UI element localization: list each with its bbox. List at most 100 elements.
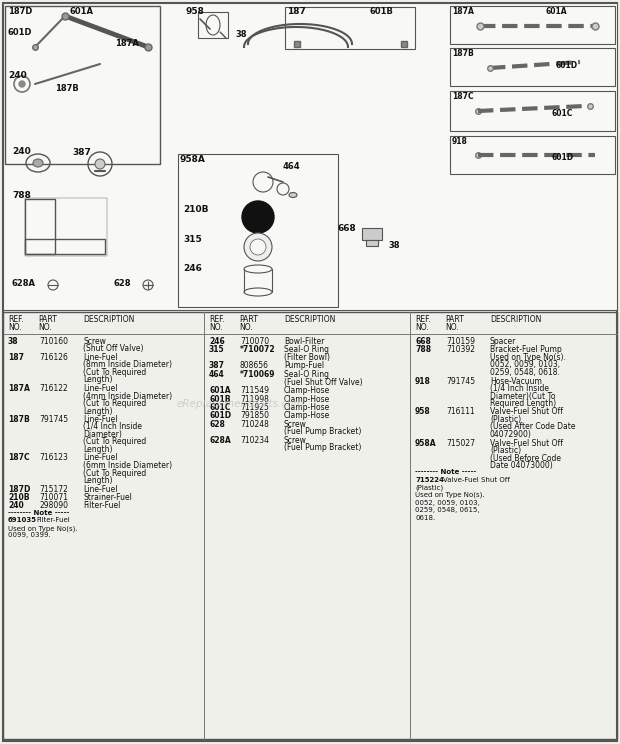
Text: 716122: 716122 (39, 384, 68, 393)
Text: 716111: 716111 (446, 408, 475, 417)
Text: (1/4 Inch Inside: (1/4 Inch Inside (83, 423, 142, 432)
Text: 246: 246 (183, 264, 202, 273)
Bar (450, 91, 615, 131)
Text: 710159: 710159 (446, 337, 475, 346)
Text: 315: 315 (209, 345, 224, 354)
Bar (450, 48, 615, 86)
Text: Valve-Fuel Shut Off: Valve-Fuel Shut Off (490, 438, 563, 447)
Text: 0259, 0548, 0615,: 0259, 0548, 0615, (415, 507, 480, 513)
Text: 601D: 601D (209, 411, 231, 420)
Bar (5, 6, 160, 164)
Text: 918: 918 (415, 376, 431, 385)
Text: NO.: NO. (445, 323, 459, 332)
Text: 464: 464 (209, 370, 224, 379)
Text: Date 04073000): Date 04073000) (490, 461, 553, 470)
Text: Used on Type No(s).: Used on Type No(s). (8, 525, 78, 531)
Text: (Cut To Required: (Cut To Required (83, 399, 146, 408)
Text: 240: 240 (8, 71, 27, 80)
Text: 715027: 715027 (446, 438, 475, 447)
Text: 791745: 791745 (446, 376, 475, 385)
Text: 628A: 628A (209, 436, 231, 445)
Text: 246: 246 (209, 337, 224, 346)
Text: 628: 628 (209, 420, 225, 429)
Text: 791745: 791745 (39, 415, 68, 424)
Text: 240: 240 (8, 501, 24, 510)
Text: Line-Fuel: Line-Fuel (83, 353, 118, 362)
Text: NO.: NO. (38, 323, 51, 332)
Text: *710069: *710069 (240, 370, 275, 379)
Text: NO.: NO. (239, 323, 253, 332)
Text: 04072900): 04072900) (490, 430, 532, 439)
Text: 958A: 958A (415, 438, 436, 447)
Text: Seal-O Ring: Seal-O Ring (284, 345, 329, 354)
Text: 0052, 0059, 0103,: 0052, 0059, 0103, (415, 499, 480, 505)
Text: 601D: 601D (8, 28, 32, 37)
Text: 187B: 187B (8, 415, 30, 424)
Circle shape (242, 201, 274, 233)
Bar (366, 240, 378, 246)
Text: 710248: 710248 (240, 420, 269, 429)
Text: 791850: 791850 (240, 411, 269, 420)
Text: (Plastic): (Plastic) (415, 484, 443, 491)
Text: Used on Type No(s).: Used on Type No(s). (415, 492, 485, 498)
Text: 711925: 711925 (240, 403, 269, 412)
Text: Bracket-Fuel Pump: Bracket-Fuel Pump (490, 345, 562, 354)
Text: eReplacementparts.com: eReplacementparts.com (176, 399, 304, 409)
Text: PART: PART (38, 315, 57, 324)
Text: 187A: 187A (8, 384, 30, 393)
Bar (25, 198, 107, 256)
Text: 711549: 711549 (240, 386, 269, 395)
Text: (Cut To Required: (Cut To Required (83, 368, 146, 377)
Text: 628A: 628A (12, 279, 36, 288)
Text: Clamp-Hose: Clamp-Hose (284, 394, 330, 403)
Text: 187C: 187C (8, 454, 30, 463)
Text: (6mm Inside Diameter): (6mm Inside Diameter) (83, 461, 172, 470)
Text: Length): Length) (83, 476, 112, 485)
Circle shape (95, 159, 105, 169)
Text: (Plastic): (Plastic) (490, 446, 521, 455)
Text: 187D: 187D (8, 484, 30, 493)
Bar (3, 312, 617, 739)
Text: 387: 387 (72, 148, 91, 157)
Text: Diameter)(Cut To: Diameter)(Cut To (490, 391, 556, 400)
Text: 210B: 210B (8, 493, 30, 502)
Text: 187D: 187D (8, 7, 32, 16)
Bar (362, 228, 382, 240)
Bar (25, 239, 105, 254)
Text: (Fuel Pump Bracket): (Fuel Pump Bracket) (284, 443, 361, 452)
Text: Screw: Screw (284, 436, 307, 445)
Text: Line-Fuel: Line-Fuel (83, 384, 118, 393)
Text: DESCRIPTION: DESCRIPTION (83, 315, 135, 324)
Text: REF.: REF. (415, 315, 431, 324)
Text: 464: 464 (283, 162, 301, 171)
Text: 808656: 808656 (240, 362, 269, 371)
Text: Seal-O Ring: Seal-O Ring (284, 370, 329, 379)
Text: (Cut To Required: (Cut To Required (83, 469, 146, 478)
Text: 668: 668 (415, 337, 431, 346)
Text: 387: 387 (209, 362, 225, 371)
Text: Clamp-Hose: Clamp-Hose (284, 386, 330, 395)
Text: 711998: 711998 (240, 394, 269, 403)
Text: Used on Type No(s).: Used on Type No(s). (490, 353, 566, 362)
Text: 788: 788 (415, 345, 431, 354)
Text: 788: 788 (12, 191, 31, 200)
Text: 668: 668 (338, 224, 356, 233)
Text: 710392: 710392 (446, 345, 475, 354)
Text: 38: 38 (388, 241, 399, 250)
Text: Line-Fuel: Line-Fuel (83, 484, 118, 493)
Text: 601D: 601D (555, 61, 577, 70)
Text: 601C: 601C (209, 403, 231, 412)
Text: Hose-Vacuum: Hose-Vacuum (490, 376, 542, 385)
Text: 187B: 187B (452, 49, 474, 58)
Text: 710160: 710160 (39, 337, 68, 346)
Text: 601C: 601C (552, 109, 574, 118)
Text: 187B: 187B (55, 84, 79, 93)
Text: (Fuel Pump Bracket): (Fuel Pump Bracket) (284, 428, 361, 437)
Text: 315: 315 (183, 235, 202, 244)
Text: 0099, 0399.: 0099, 0399. (8, 533, 51, 539)
Text: 601A: 601A (545, 7, 567, 16)
Text: Pump-Fuel: Pump-Fuel (284, 362, 324, 371)
Text: 601B: 601B (370, 7, 394, 16)
Text: REF.: REF. (8, 315, 24, 324)
Text: 0052, 0059, 0103,: 0052, 0059, 0103, (490, 361, 560, 370)
